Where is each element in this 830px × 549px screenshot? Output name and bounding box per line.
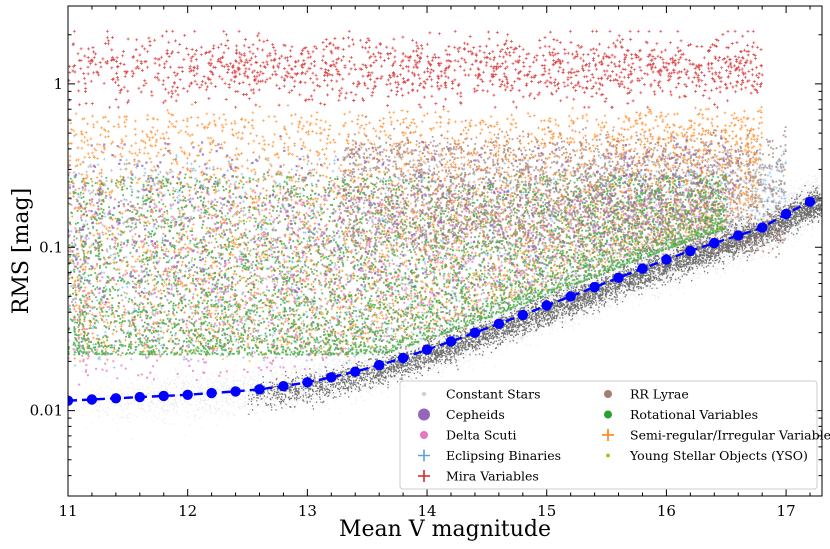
y-tick-label: 1: [53, 75, 63, 93]
median-point: [685, 245, 696, 257]
median-point: [733, 230, 744, 241]
legend-marker: [604, 410, 612, 419]
median-point: [350, 366, 361, 377]
x-tick-label: 12: [178, 502, 197, 520]
median-point: [804, 196, 816, 207]
median-point: [541, 300, 552, 311]
axis-tick-labels: 11 12 13 14 15 16 17 0.01 0.1 1: [30, 75, 796, 520]
median-point: [206, 387, 217, 399]
y-tick-label: 0.1: [39, 238, 63, 256]
median-point: [517, 309, 528, 321]
legend-entry: Eclipsing Binaries: [418, 448, 561, 463]
series-rotational-variables: [68, 173, 727, 356]
series-mira-variables: [68, 29, 764, 109]
legend-entry: Rotational Variables: [604, 407, 758, 422]
median-point: [302, 377, 313, 388]
legend-entry: Cepheids: [418, 407, 505, 422]
median-point: [709, 237, 720, 249]
legend-label: Semi-regular/Irregular Variables: [630, 428, 830, 443]
y-tick-label: 0.01: [30, 402, 63, 420]
legend-marker: [606, 453, 610, 458]
legend-entry: Mira Variables: [418, 469, 539, 484]
legend-entry: Semi-regular/Irregular Variables: [602, 428, 830, 443]
median-point: [589, 281, 600, 293]
median-point: [254, 384, 265, 395]
median-point: [158, 390, 169, 402]
scatter-points: [68, 29, 822, 441]
median-point: [637, 263, 648, 274]
median-point: [493, 318, 505, 329]
legend-label: Mira Variables: [446, 469, 539, 484]
legend-marker: [420, 431, 428, 439]
median-point: [757, 222, 768, 233]
x-tick-label: 16: [657, 502, 676, 520]
legend-marker: [421, 391, 427, 397]
median-point: [68, 395, 74, 406]
median-point: [421, 344, 433, 355]
x-tick-label: 14: [418, 502, 437, 520]
legend-label: RR Lyrae: [630, 387, 689, 402]
legend-marker: [418, 470, 430, 482]
legend-label: Eclipsing Binaries: [446, 448, 561, 463]
tick-marks: [67, 5, 822, 497]
median-point: [565, 291, 576, 302]
y-axis-label: RMS [mag]: [9, 188, 34, 314]
legend-marker: [602, 429, 614, 441]
median-point: [86, 394, 98, 405]
median-point: [374, 359, 385, 371]
plot-frame: [67, 5, 823, 497]
median-point: [278, 381, 289, 392]
median-point: [397, 352, 409, 364]
legend-label: Delta Scuti: [446, 428, 517, 443]
legend-entry: Young Stellar Objects (YSO): [606, 448, 808, 463]
legend: Constant Stars Cepheids Delta Scuti Eclipsi…: [399, 380, 830, 490]
x-tick-label: 13: [298, 502, 317, 520]
legend-entry: Constant Stars: [421, 387, 541, 402]
legend-marker: [418, 449, 430, 462]
median-point: [134, 391, 145, 403]
median-point: [110, 393, 122, 404]
median-point: [780, 208, 792, 220]
legend-label: Cepheids: [446, 407, 505, 422]
legend-label: Young Stellar Objects (YSO): [629, 448, 808, 463]
x-tick-label: 15: [537, 502, 556, 520]
legend-label: Constant Stars: [446, 387, 541, 402]
median-point: [613, 272, 624, 283]
median-rms-curve: [68, 196, 816, 406]
axis-ticks: [67, 5, 822, 497]
median-point: [445, 336, 457, 347]
legend-label: Rotational Variables: [630, 407, 758, 422]
legend-marker: [604, 390, 612, 398]
legend-entry: Delta Scuti: [420, 428, 517, 443]
x-tick-label: 11: [58, 502, 77, 520]
x-axis-label: Mean V magnitude: [339, 517, 551, 542]
median-point: [230, 386, 241, 397]
median-point: [469, 327, 481, 338]
legend-entry: RR Lyrae: [604, 387, 689, 402]
legend-marker: [418, 408, 430, 421]
series-rr-lyrae: [342, 116, 787, 264]
median-point: [182, 389, 193, 400]
x-tick-label: 17: [777, 502, 796, 520]
median-point: [661, 254, 672, 265]
median-point: [326, 372, 337, 383]
